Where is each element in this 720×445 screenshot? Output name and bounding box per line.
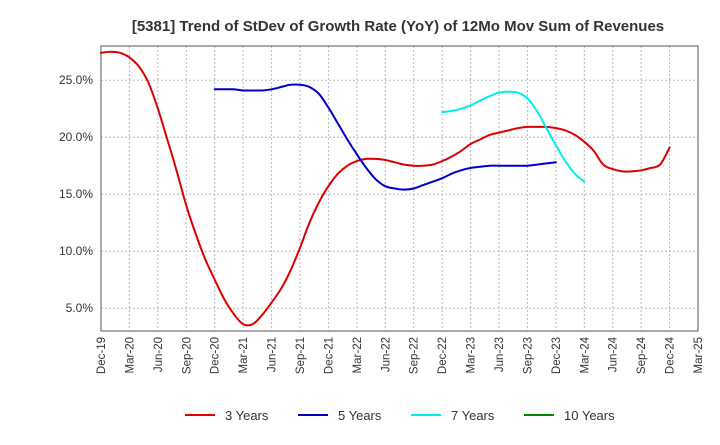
x-tick-label: Dec-24 (665, 336, 677, 374)
legend-label-10-years: 10 Years (564, 408, 615, 423)
y-tick-label: 10.0% (59, 244, 93, 258)
x-tick-label: Mar-21 (238, 337, 250, 373)
legend-label-7-years: 7 Years (451, 408, 495, 423)
x-tick-label: Sep-21 (295, 337, 307, 374)
x-tick-label: Sep-24 (636, 336, 648, 374)
x-tick-label: Mar-25 (693, 337, 705, 373)
series-lines (100, 50, 671, 327)
legend-label-3-years: 3 Years (225, 408, 269, 423)
x-tick-label: Mar-23 (466, 337, 478, 373)
x-tick-label: Mar-24 (579, 336, 591, 373)
x-tick-label: Dec-21 (323, 337, 335, 374)
x-tick-label: Jun-21 (267, 337, 279, 372)
x-tick-label: Mar-22 (352, 337, 364, 373)
legend-label-5-years: 5 Years (338, 408, 382, 423)
x-tick-label: Dec-23 (551, 337, 563, 374)
axes: Dec-19 Mar-20 Jun-20 Sep-20 Dec-20 Mar-21 Jun-… (59, 45, 705, 374)
plot-frame (100, 45, 699, 332)
y-tick-label: 5.0% (66, 301, 94, 315)
x-tick-label: Jun-24 (608, 336, 620, 372)
x-tick-label: Sep-23 (522, 337, 534, 374)
series-line-5-years (213, 83, 557, 191)
series-line-7-years (441, 90, 586, 183)
x-tick-label: Dec-19 (96, 337, 108, 374)
x-tick-label: Jun-20 (153, 337, 165, 372)
x-tick-label: Dec-22 (437, 337, 449, 374)
x-tick-label: Jun-23 (494, 337, 506, 372)
x-tick-label: Sep-22 (409, 337, 421, 374)
y-tick-label: 20.0% (59, 130, 93, 144)
grid (101, 46, 698, 331)
series-line-3-years (100, 50, 671, 327)
y-tick-label: 15.0% (59, 187, 93, 201)
chart-title: [5381] Trend of StDev of Growth Rate (Yo… (132, 18, 664, 35)
x-tick-label: Jun-22 (380, 337, 392, 372)
x-tick-label: Sep-20 (181, 337, 193, 374)
x-tick-label: Mar-20 (124, 337, 136, 373)
x-tick-label: Dec-20 (210, 337, 222, 374)
y-tick-label: 25.0% (59, 73, 93, 87)
legend: 3 Years 5 Years 7 Years 10 Years (185, 408, 615, 423)
